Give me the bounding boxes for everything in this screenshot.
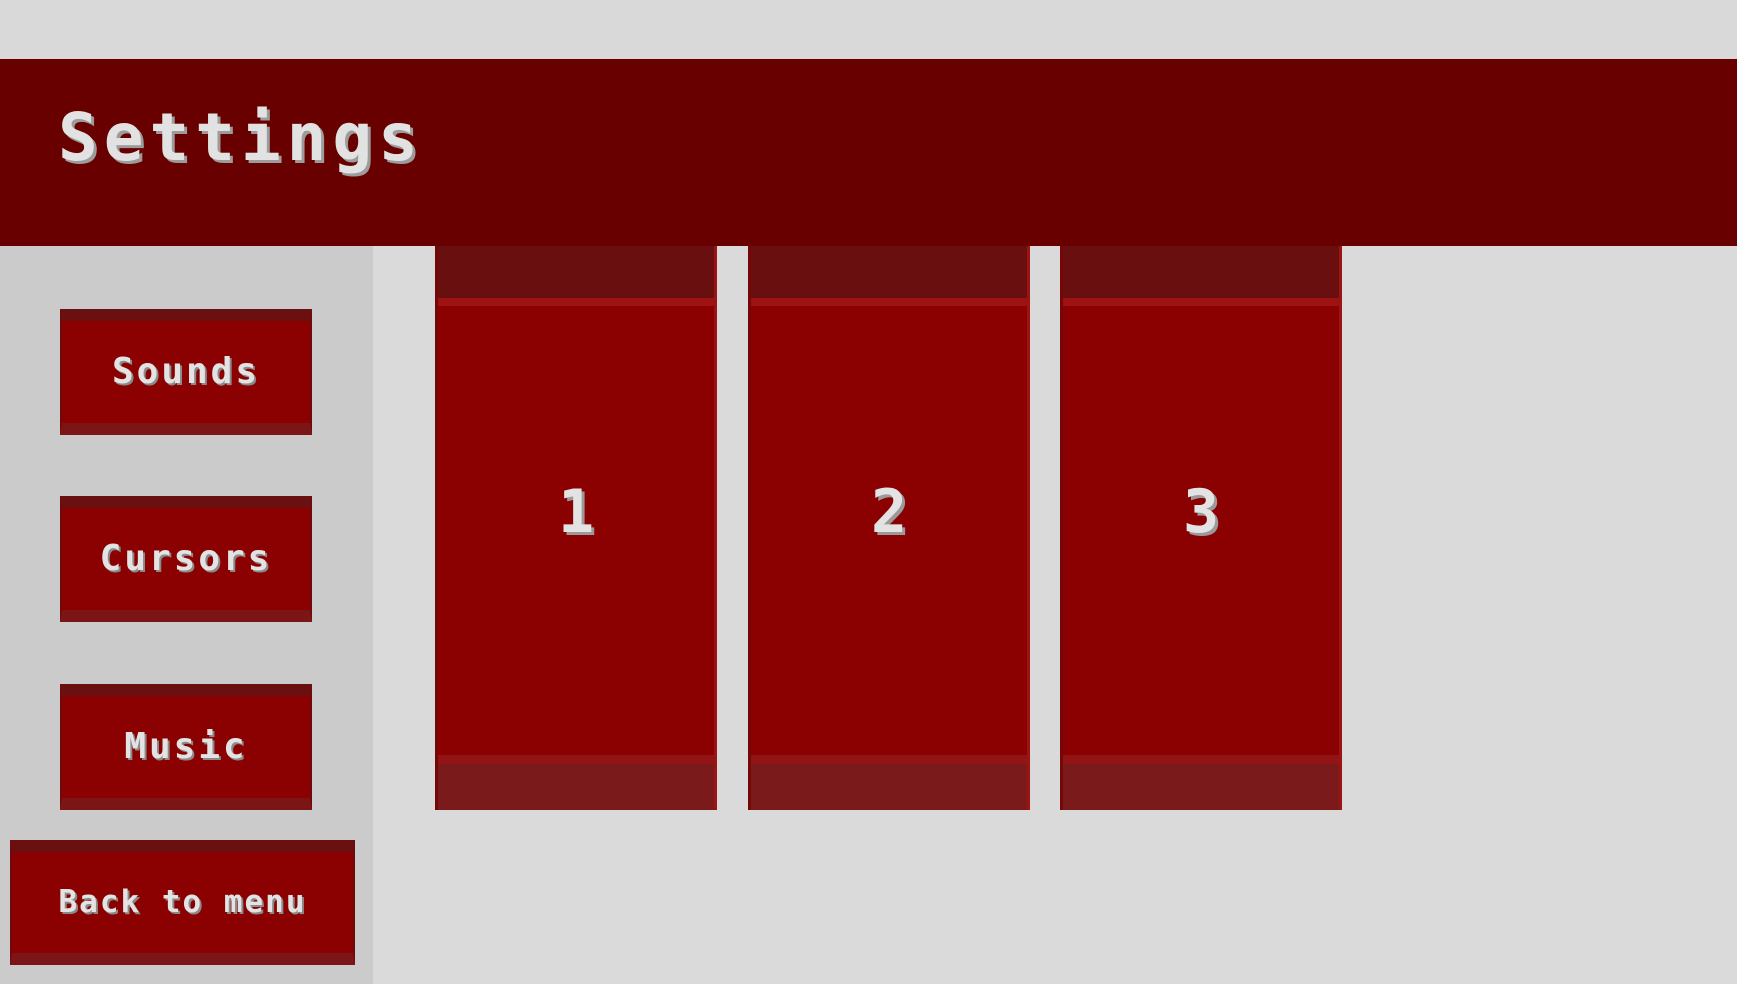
back-to-menu-label: Back to menu [58,884,307,920]
slot-2-button[interactable]: 2 [748,246,1030,810]
top-strip [0,0,1737,59]
slot-top-cap [1063,246,1339,306]
back-to-menu-button[interactable]: Back to menu [10,840,355,965]
sounds-button[interactable]: Sounds [60,309,312,435]
cursors-button[interactable]: Cursors [60,496,312,622]
slot-bottom-cap [438,755,714,810]
slot-top-cap [438,246,714,306]
page-title: Settings [58,99,424,176]
cursors-button-label: Cursors [99,538,273,579]
slot-top-cap [751,246,1027,306]
slot-1-button[interactable]: 1 [435,246,717,810]
slot-bottom-cap [751,755,1027,810]
slot-bottom-cap [1063,755,1339,810]
music-button-label: Music [124,726,248,767]
slot-2-label: 2 [870,477,908,547]
slot-3-label: 3 [1182,477,1220,547]
header-bar: Settings [0,59,1737,246]
slot-1-label: 1 [557,477,595,547]
slot-3-button[interactable]: 3 [1060,246,1342,810]
sounds-button-label: Sounds [111,351,261,392]
music-button[interactable]: Music [60,684,312,810]
